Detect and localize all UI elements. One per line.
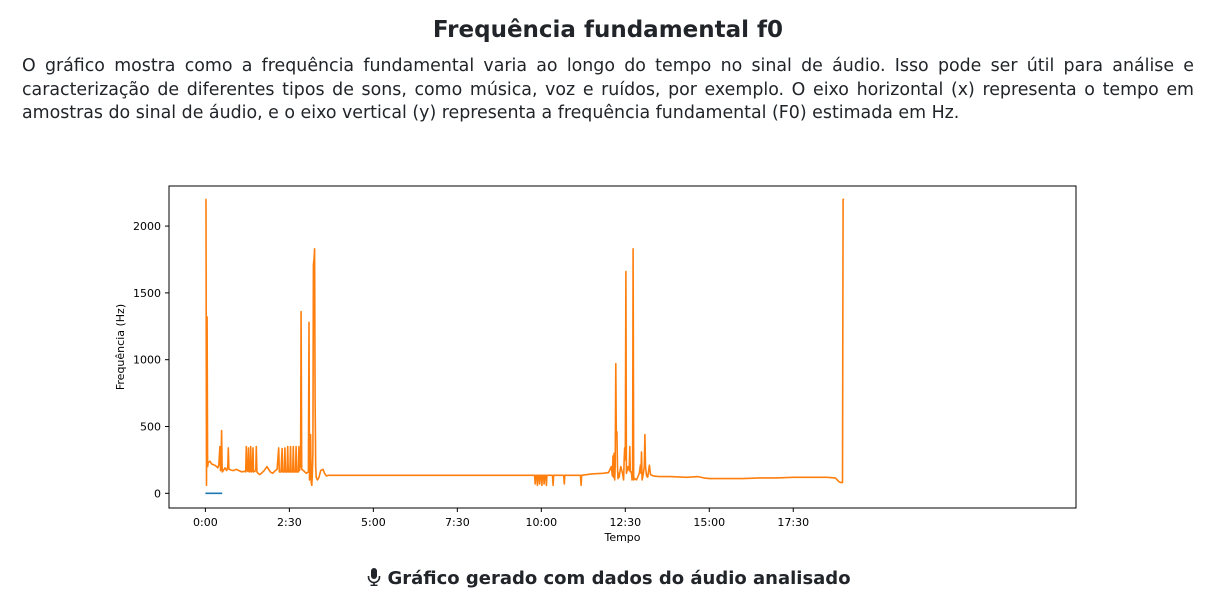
x-tick-label: 2:30 [277,516,302,529]
caption-text: Gráfico gerado com dados do áudio analis… [387,568,851,589]
chart-description: O gráfico mostra como a frequência funda… [22,56,1194,123]
page-title: Frequência fundamental f0 [432,17,784,43]
x-tick-label: 5:00 [361,516,386,529]
f0-line-chart: 0:00 2:30 5:00 7:30 10:00 12:30 15:00 17:30 0 500… [114,185,1077,544]
f0-chart: 0:00 2:30 5:00 7:30 10:00 12:30 15:00 17:30 0 500… [100,178,1090,548]
x-tick-label: 17:30 [777,516,809,529]
x-tick-label: 10:00 [525,516,557,529]
y-axis-label: Frequência (Hz) [114,304,127,390]
chart-caption: Gráfico gerado com dados do áudio analis… [0,568,1218,591]
y-tick-label: 0 [154,487,161,500]
x-tick-label: 15:00 [693,516,725,529]
y-tick-label: 500 [140,420,161,433]
y-tick-label: 1500 [133,287,161,300]
x-tick-label: 12:30 [609,516,641,529]
microphone-icon [367,568,381,591]
y-tick-label: 1000 [133,354,161,367]
x-axis-label: Tempo [603,531,640,544]
x-tick-label: 7:30 [445,516,470,529]
plot-frame [168,185,1077,509]
series-line-2 [205,198,845,487]
x-tick-label: 0:00 [193,516,218,529]
y-tick-label: 2000 [133,220,161,233]
